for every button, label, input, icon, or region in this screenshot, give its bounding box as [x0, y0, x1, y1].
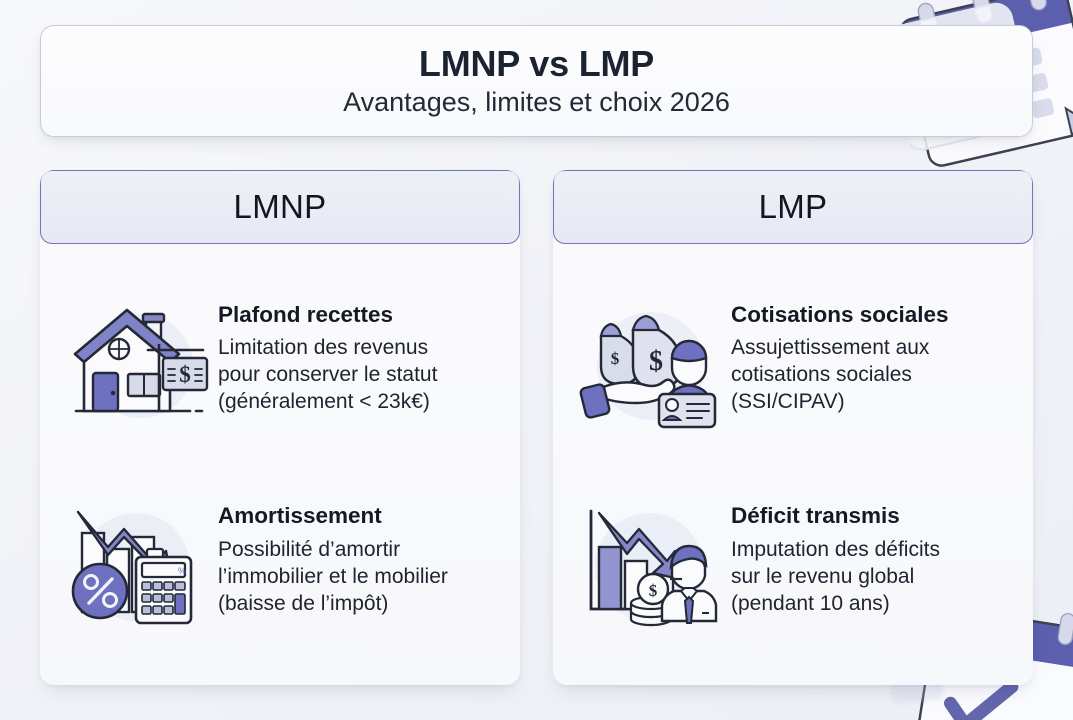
- item-title: Amortissement: [218, 503, 382, 529]
- house-for-sale-icon: $: [62, 286, 212, 436]
- column-lmp: LMP $ $: [553, 170, 1033, 685]
- item-title: Plafond recettes: [218, 301, 394, 327]
- item-description: Imputation des déficits sur le revenu gl…: [731, 537, 940, 615]
- item-title: Déficit transmis: [731, 503, 900, 529]
- svg-text:$: $: [649, 346, 663, 377]
- item-description: Possibilité d’amortir l’immobilier et le…: [218, 537, 448, 615]
- column-header-label: LMNP: [233, 188, 327, 225]
- list-item: $ Plafond recettes: [62, 286, 498, 436]
- item-description: Assujettissement aux cotisations sociale…: [731, 336, 930, 414]
- svg-text:$: $: [611, 349, 620, 368]
- item-description: Limitation des revenus pour conserver le…: [218, 336, 438, 414]
- declining-chart-businessman-coins-icon: $: [575, 487, 725, 637]
- list-item: $ Déficit transmis Im: [575, 487, 1011, 637]
- declining-chart-calculator-icon: %: [62, 487, 212, 637]
- item-title: Cotisations sociales: [731, 301, 949, 327]
- money-bags-hand-id-card-icon: $ $: [575, 286, 725, 436]
- item-text-block: Cotisations sociales Assujettissement au…: [731, 286, 1011, 416]
- column-header-lmp: LMP: [553, 170, 1033, 244]
- page-subtitle: Avantages, limites et choix 2026: [343, 86, 730, 117]
- item-text-block: Déficit transmis Imputation des déficits…: [731, 487, 1011, 617]
- column-header-lmnp: LMNP: [40, 170, 520, 244]
- column-body-lmp: $ $: [553, 244, 1033, 685]
- page-title: LMNP vs LMP: [418, 43, 655, 85]
- svg-text:$: $: [649, 581, 658, 600]
- column-body-lmnp: $ Plafond recettes: [40, 244, 520, 685]
- comparison-columns: LMNP: [0, 170, 1073, 685]
- item-text-block: Plafond recettes Limitation des revenus …: [218, 286, 498, 416]
- list-item: $ $: [575, 286, 1011, 436]
- column-lmnp: LMNP: [40, 170, 520, 685]
- header-banner: LMNP vs LMP Avantages, limites et choix …: [40, 25, 1033, 137]
- column-header-label: LMP: [758, 188, 828, 225]
- svg-text:$: $: [179, 362, 191, 387]
- svg-text:%: %: [178, 566, 186, 576]
- list-item: %: [62, 487, 498, 637]
- item-text-block: Amortissement Possibilité d’amortir l’im…: [218, 487, 498, 617]
